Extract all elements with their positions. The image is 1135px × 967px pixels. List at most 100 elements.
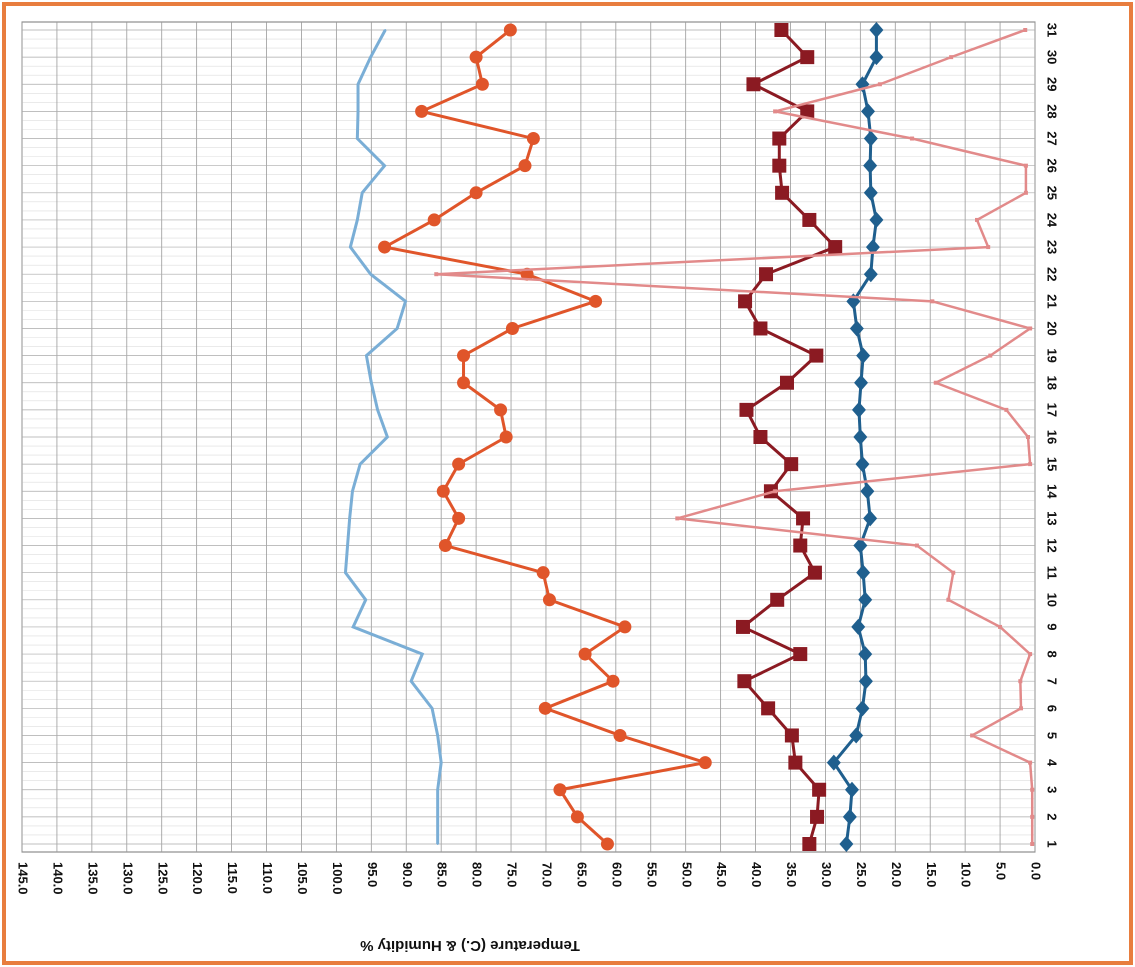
point bbox=[856, 347, 871, 364]
point bbox=[1028, 652, 1033, 657]
point bbox=[869, 49, 884, 66]
point bbox=[359, 463, 362, 466]
y-tick-label: 28 bbox=[1045, 104, 1060, 118]
x-tick-label: 20.0 bbox=[889, 862, 904, 887]
x-tick-label: 115.0 bbox=[225, 862, 240, 894]
y-tick-label: 25 bbox=[1045, 186, 1060, 200]
x-tick-label: 50.0 bbox=[679, 862, 694, 887]
y-tick-label: 13 bbox=[1045, 511, 1060, 525]
point bbox=[1023, 28, 1028, 32]
point bbox=[933, 380, 938, 385]
y-tick-label: 30 bbox=[1045, 50, 1060, 64]
point bbox=[469, 50, 483, 64]
point bbox=[538, 701, 552, 715]
y-tick-label: 23 bbox=[1045, 240, 1060, 254]
point bbox=[369, 56, 372, 59]
point bbox=[494, 403, 508, 417]
point bbox=[773, 489, 778, 494]
point bbox=[774, 23, 789, 37]
y-tick-label: 14 bbox=[1045, 484, 1060, 499]
x-tick-label: 125.0 bbox=[155, 862, 170, 895]
x-tick-label: 40.0 bbox=[749, 862, 764, 887]
point bbox=[352, 625, 355, 628]
x-tick-label: 120.0 bbox=[190, 862, 205, 895]
point bbox=[775, 185, 790, 200]
point bbox=[1019, 706, 1024, 711]
y-tick-label: 29 bbox=[1045, 77, 1060, 91]
point bbox=[440, 761, 443, 764]
x-tick-label: 10.0 bbox=[959, 862, 974, 887]
point bbox=[357, 110, 360, 113]
point bbox=[860, 483, 875, 500]
y-tick-label: 2 bbox=[1045, 813, 1060, 820]
point bbox=[1028, 326, 1033, 331]
y-tick-label: 21 bbox=[1045, 294, 1060, 308]
x-tick-label: 145.0 bbox=[16, 862, 31, 895]
point bbox=[536, 566, 550, 580]
x-tick-label: 35.0 bbox=[784, 862, 799, 887]
point bbox=[436, 484, 450, 498]
point bbox=[365, 354, 368, 357]
y-tick-label: 12 bbox=[1045, 538, 1060, 552]
point bbox=[349, 246, 352, 249]
point bbox=[356, 137, 359, 140]
point bbox=[386, 436, 389, 438]
point bbox=[951, 570, 956, 575]
point bbox=[421, 653, 424, 656]
y-tick-label: 20 bbox=[1045, 321, 1060, 335]
point bbox=[759, 267, 774, 282]
point bbox=[518, 159, 532, 173]
point bbox=[812, 782, 827, 797]
point bbox=[826, 754, 841, 771]
point bbox=[761, 701, 776, 716]
y-tick-label: 10 bbox=[1045, 593, 1060, 607]
x-tick-label: 75.0 bbox=[505, 862, 520, 887]
point bbox=[452, 457, 466, 471]
point bbox=[570, 810, 584, 824]
x-tick-label: 80.0 bbox=[470, 862, 485, 887]
point bbox=[855, 456, 870, 473]
point bbox=[863, 510, 878, 527]
point bbox=[457, 349, 471, 363]
point bbox=[526, 132, 540, 146]
x-tick-label: 100.0 bbox=[330, 862, 345, 895]
x-tick-label: 135.0 bbox=[85, 862, 100, 895]
point bbox=[410, 680, 413, 683]
point bbox=[779, 375, 794, 390]
x-tick-label: 45.0 bbox=[714, 862, 729, 887]
point bbox=[946, 597, 951, 602]
y-tick-label: 18 bbox=[1045, 375, 1060, 389]
point bbox=[436, 788, 439, 791]
point bbox=[842, 808, 857, 825]
point bbox=[739, 402, 754, 417]
point bbox=[503, 23, 517, 37]
point bbox=[1028, 462, 1033, 467]
point bbox=[505, 321, 519, 335]
y-tick-label: 5 bbox=[1045, 732, 1060, 739]
point bbox=[988, 353, 993, 358]
point bbox=[914, 543, 919, 548]
point bbox=[344, 571, 347, 574]
y-tick-label: 17 bbox=[1045, 403, 1060, 417]
x-tick-label: 85.0 bbox=[435, 862, 450, 887]
point bbox=[351, 490, 354, 493]
point bbox=[809, 348, 824, 363]
point bbox=[384, 29, 387, 31]
y-tick-label: 3 bbox=[1045, 786, 1060, 793]
x-tick-label: 70.0 bbox=[540, 862, 555, 887]
point bbox=[431, 707, 434, 710]
x-tick-label: 95.0 bbox=[365, 862, 380, 887]
point bbox=[1004, 407, 1009, 412]
x-tick-label: 60.0 bbox=[609, 862, 624, 887]
point bbox=[1030, 842, 1035, 846]
point bbox=[378, 240, 392, 254]
y-tick-label: 7 bbox=[1045, 678, 1060, 685]
y-tick-label: 19 bbox=[1045, 348, 1060, 362]
point bbox=[370, 381, 373, 384]
point bbox=[746, 77, 761, 92]
point bbox=[855, 700, 870, 717]
point bbox=[1023, 163, 1028, 168]
point bbox=[438, 539, 452, 553]
point bbox=[361, 191, 364, 194]
point bbox=[452, 511, 466, 525]
